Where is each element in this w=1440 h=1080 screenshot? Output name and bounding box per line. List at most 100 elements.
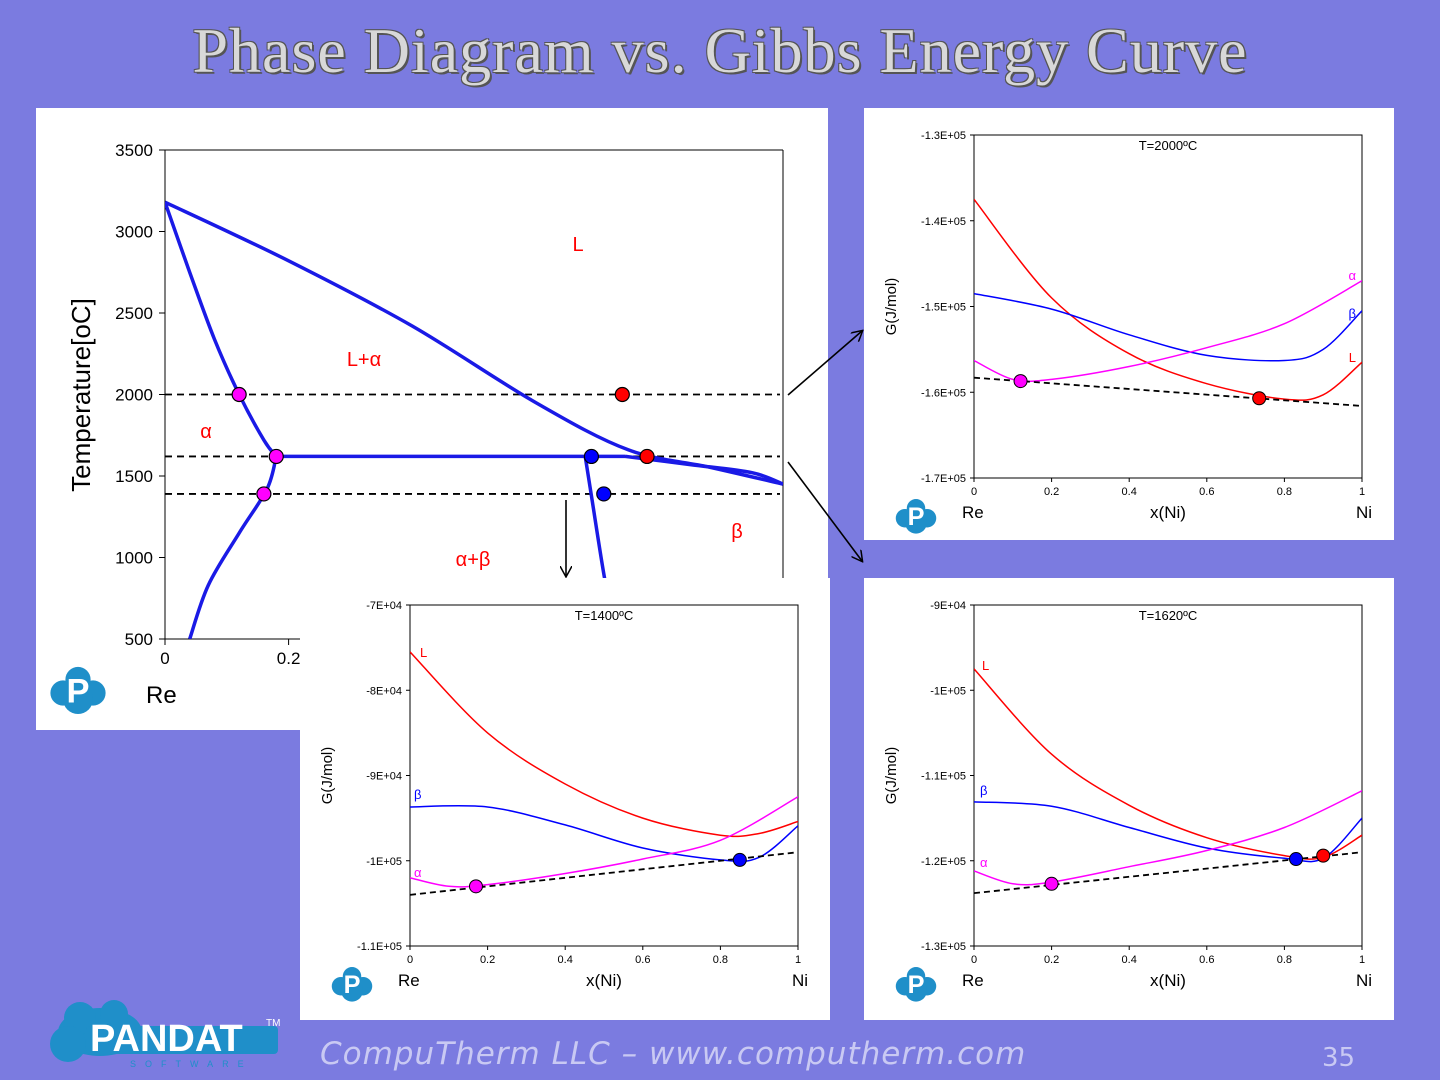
x-tick-label: 0.6 <box>1199 954 1214 966</box>
tangent-point-alpha <box>1013 374 1028 389</box>
y-tick-label: -1E+05 <box>930 685 966 697</box>
gibbs-panel-2000 <box>864 108 1394 540</box>
gibbs-curve <box>974 280 1362 383</box>
phase-diagram: 3500 3000 2500 2000 1500 1000 500 0 0.2 Temperatu… <box>50 141 784 714</box>
x-tick-label: 0.6 <box>635 954 650 966</box>
gibbs-curve <box>974 790 1362 886</box>
y-tick-label: 1500 <box>115 467 153 486</box>
x-tick-label: 0.2 <box>1044 954 1059 966</box>
equilibrium-point-beta <box>596 486 612 502</box>
x-axis-label: x(Ni) <box>1150 971 1186 990</box>
x-tick-label: 0.4 <box>1122 954 1137 966</box>
region-label: α <box>200 421 212 443</box>
curve-label: α <box>1348 268 1356 283</box>
equilibrium-point-liquid <box>639 448 655 465</box>
y-tick-label: 500 <box>125 630 153 649</box>
phase-boundary <box>165 200 783 486</box>
y-axis-label: Temperature[oC] <box>66 298 96 492</box>
equilibrium-point-alpha <box>231 386 247 403</box>
y-tick-label: -9E+04 <box>930 600 966 612</box>
phase-boundary <box>165 201 278 458</box>
pandat-p-icon: P <box>895 499 937 534</box>
tangent-point-alpha <box>468 879 483 894</box>
curve-label: L <box>1349 350 1356 365</box>
pandat-p-icon: P <box>50 666 106 714</box>
region-label: β <box>731 521 743 543</box>
x-left-label: Re <box>962 503 984 522</box>
x-axis-label: x(Ni) <box>586 971 622 990</box>
gibbs-curve <box>974 801 1362 863</box>
x-right-label: Ni <box>1356 503 1372 522</box>
plot-frame <box>409 604 799 947</box>
equilibrium-point-alpha <box>256 486 272 502</box>
pandat-logo: PANDAT TM SOFTWARE <box>50 1000 280 1069</box>
gibbs-curves <box>974 198 1362 407</box>
x-tick-label: 0 <box>971 954 977 966</box>
gibbs-chart-1400: -7E+04 -8E+04 -9E+04 -1E+05 -1.1E+05 0 0.2 0.4 0… <box>319 600 808 1002</box>
phase-boundary <box>188 455 278 639</box>
gibbs-curve <box>410 651 798 838</box>
tangent-point-beta <box>1289 852 1304 867</box>
x-tick-label: 1 <box>1359 954 1365 966</box>
curve-label: L <box>982 658 989 673</box>
y-tick-label: -1.6E+05 <box>921 387 966 399</box>
page-number: 35 <box>1322 1043 1356 1073</box>
x-right-label: Ni <box>792 971 808 990</box>
x-left-label: Re <box>962 971 984 990</box>
gibbs-chart-1620: -9E+04 -1E+05 -1.1E+05 -1.2E+05 -1.3E+05 0 0.2… <box>883 600 1372 1002</box>
equilibrium-point-beta <box>583 448 600 465</box>
x-tick-label: 0.4 <box>1122 486 1137 498</box>
gibbs-curve <box>974 292 1362 362</box>
region-label: L+α <box>347 349 381 371</box>
slide-title: Phase Diagram vs. Gibbs Energy Curve <box>192 15 1248 86</box>
y-tick-label: -1.1E+05 <box>357 941 402 953</box>
svg-text:P: P <box>66 673 89 711</box>
footer-company: CompuTherm LLC – www.computherm.com <box>320 1036 1027 1072</box>
y-tick-label: 3000 <box>115 223 153 242</box>
curve-label: α <box>980 855 988 870</box>
logo-tm: TM <box>266 1018 280 1029</box>
plot-frame <box>973 604 1363 947</box>
x-tick-label: 0 <box>160 649 169 668</box>
logo-text: PANDAT <box>90 1018 243 1060</box>
y-tick-label: -1.5E+05 <box>921 302 966 314</box>
curve-label: β <box>1349 306 1356 321</box>
curve-label: β <box>414 787 421 802</box>
common-tangent <box>974 376 1362 407</box>
x-tick-label: 0.2 <box>480 954 495 966</box>
y-tick-label: -1.2E+05 <box>921 856 966 868</box>
pandat-p-icon: P <box>331 967 373 1002</box>
pandat-p-icon: P <box>895 967 937 1002</box>
region-label: L <box>572 234 583 256</box>
x-tick-label: 1 <box>1359 486 1365 498</box>
y-axis-label: G(J/mol) <box>883 747 900 805</box>
x-tick-label: 0.6 <box>1199 486 1214 498</box>
y-tick-label: 3500 <box>115 141 153 160</box>
y-tick-label: -1.4E+05 <box>921 216 966 228</box>
equilibrium-point-liquid <box>614 386 630 403</box>
curve-label: L <box>420 645 427 660</box>
x-tick-label: 0.8 <box>1277 954 1292 966</box>
curve-label: β <box>980 783 987 798</box>
y-tick-label: 2500 <box>115 304 153 323</box>
x-tick-label: 0.8 <box>713 954 728 966</box>
gibbs-curve <box>974 198 1362 401</box>
chart-title: T=2000ºC <box>1139 138 1198 153</box>
x-left-label: Re <box>146 682 177 709</box>
gibbs-curves <box>974 668 1362 895</box>
y-tick-label: -1.3E+05 <box>921 941 966 953</box>
tangent-point-beta <box>732 852 747 867</box>
x-tick-label: 0.8 <box>1277 486 1292 498</box>
x-left-label: Re <box>398 971 420 990</box>
x-right-label: Ni <box>1356 971 1372 990</box>
gibbs-chart-2000: -1.3E+05 -1.4E+05 -1.5E+05 -1.6E+05 -1.7E+05… <box>883 130 1372 534</box>
x-axis-label: x(Ni) <box>1150 503 1186 522</box>
y-tick-label: -1.3E+05 <box>921 130 966 142</box>
logo-subtext: SOFTWARE <box>130 1059 253 1069</box>
x-tick-label: 0.2 <box>277 649 301 668</box>
x-tick-label: 0.2 <box>1044 486 1059 498</box>
tangent-point-liquid <box>1316 848 1331 863</box>
gibbs-curve <box>410 796 798 888</box>
phase-boundaries <box>165 200 783 639</box>
tangent-point-alpha <box>1044 876 1059 891</box>
